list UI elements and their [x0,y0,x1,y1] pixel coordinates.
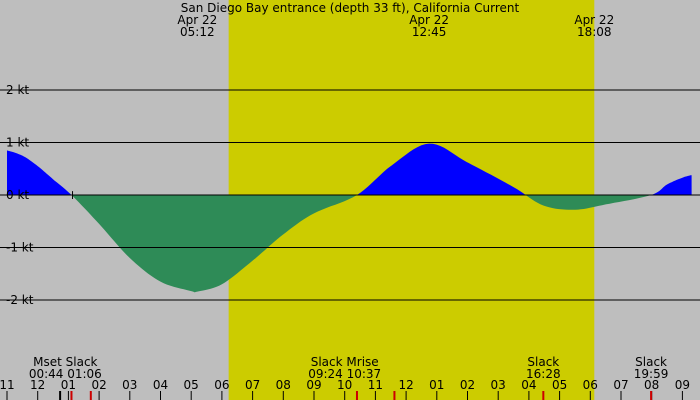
top-time-label: 18:08 [577,25,612,39]
hour-tick-label: 12 [30,378,45,392]
hour-tick-label: 02 [91,378,106,392]
ebb-area-3 [525,195,652,210]
y-tick-label: -2 kt [6,293,34,307]
grid-layer: 2 kt 1 kt 0 kt -1 kt -2 kt + [0,83,700,307]
hour-tick-label: 03 [122,378,137,392]
hour-tick-label: 10 [337,378,352,392]
flood-area-2 [356,143,526,195]
y-tick-label: 2 kt [6,83,29,97]
event-time-label: 19:59 [634,367,669,381]
slack-cross-marker: + [67,188,77,202]
top-date-label: Apr 22 [409,13,449,27]
top-time-label: 12:45 [412,25,447,39]
hour-tick-label: 02 [460,378,475,392]
current-area-layer [7,143,692,293]
event-name-label: Slack [635,355,667,369]
event-name-label: Mset Slack [33,355,97,369]
chart-title: San Diego Bay entrance (depth 33 ft), Ca… [181,1,520,15]
event-name-label: Slack [527,355,559,369]
y-tick-label: 1 kt [6,136,29,150]
hour-tick-label: 06 [583,378,598,392]
hour-tick-label: 01 [61,378,76,392]
hour-tick-label: 08 [276,378,291,392]
hour-tick-label: 05 [184,378,199,392]
event-name-label: Slack Mrise [311,355,379,369]
hour-tick-label: 08 [644,378,659,392]
top-time-label: 05:12 [180,25,215,39]
hour-tick-label: 01 [429,378,444,392]
hour-tick-label: 04 [153,378,168,392]
y-tick-label: 0 kt [6,188,29,202]
ebb-area-1 [71,195,357,293]
hour-tick-label: 04 [521,378,536,392]
hour-tick-label: 12 [398,378,413,392]
hour-tick-label: 06 [214,378,229,392]
hour-tick-label: 07 [245,378,260,392]
hour-tick-label: 03 [491,378,506,392]
hour-tick-label: 11 [368,378,383,392]
top-date-label: Apr 22 [574,13,614,27]
y-tick-label: -1 kt [6,241,34,255]
flood-area-0 [7,150,72,195]
top-date-label: Apr 22 [177,13,217,27]
hour-tick-label: 07 [613,378,628,392]
event-time-label: 00:44 01:06 [29,367,102,381]
hour-tick-label: 11 [0,378,15,392]
flood-area-4 [651,175,692,195]
event-time-label: 16:28 [526,367,561,381]
hour-tick-label: 05 [552,378,567,392]
hour-tick-label: 09 [306,378,321,392]
event-time-label: 09:24 10:37 [308,367,381,381]
hour-tick-label: 09 [675,378,690,392]
